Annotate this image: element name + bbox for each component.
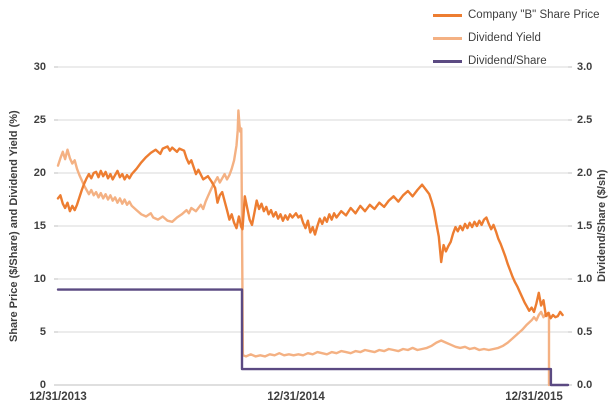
legend-label-dividend-per-share: Dividend/Share: [468, 55, 547, 67]
share-price-line: [56, 145, 564, 320]
y-left-tick-label: 30: [33, 61, 46, 73]
legend-swatch-share-price: [433, 13, 462, 17]
legend-label-dividend-yield: Dividend Yield: [468, 32, 541, 44]
y-left-tick-label: 25: [33, 114, 46, 126]
legend-item-share-price: Company "B" Share Price: [433, 8, 600, 22]
right-y-axis-title: Dividend/Share ($/sh): [596, 169, 608, 283]
y-left-tick-label: 15: [33, 220, 46, 232]
dividend-yield-line: [56, 109, 551, 387]
legend-swatch-dividend-per-share: [433, 59, 462, 63]
y-left-tick-label: 5: [39, 326, 46, 338]
legend-item-dividend-yield: Dividend Yield: [433, 31, 600, 45]
y-right-tick-label: 0.5: [577, 326, 593, 338]
chart-legend: Company "B" Share Price Dividend Yield D…: [433, 8, 600, 77]
x-axis-tick-label: 12/31/2015: [505, 391, 563, 403]
x-axis-tick-label: 12/31/2014: [267, 391, 325, 403]
x-axis-tick-label: 12/31/2013: [29, 391, 87, 403]
legend-item-dividend-per-share: Dividend/Share: [433, 54, 600, 68]
y-right-tick-label: 1.0: [577, 273, 593, 285]
y-right-tick-label: 0.0: [577, 379, 593, 391]
y-left-tick-label: 10: [33, 273, 46, 285]
y-right-tick-label: 2.5: [577, 114, 593, 126]
dividend-per-share-line: [56, 288, 570, 387]
y-right-tick-label: 2.0: [577, 167, 593, 179]
legend-label-share-price: Company "B" Share Price: [468, 9, 600, 21]
y-right-tick-label: 1.5: [577, 220, 593, 232]
y-right-tick-label: 3.0: [577, 61, 593, 73]
y-left-tick-label: 20: [33, 167, 46, 179]
y-left-tick-label: 0: [39, 379, 46, 391]
legend-swatch-dividend-yield: [433, 36, 462, 40]
